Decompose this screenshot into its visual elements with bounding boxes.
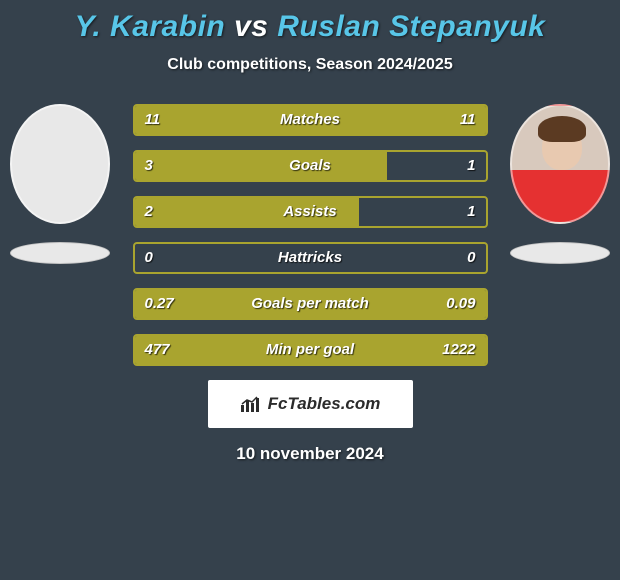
stat-row-assists: 21Assists <box>133 196 488 228</box>
stat-label: Matches <box>135 106 486 134</box>
avatar-left <box>10 104 110 224</box>
player-left-column <box>0 104 120 264</box>
stat-row-min-per-goal: 4771222Min per goal <box>133 334 488 366</box>
stat-label: Goals <box>135 152 486 180</box>
title-player2: Ruslan Stepanyuk <box>277 10 545 43</box>
flag-right <box>510 242 610 264</box>
subtitle: Club competitions, Season 2024/2025 <box>0 56 620 74</box>
brand-text: FcTables.com <box>268 394 381 414</box>
brand-badge: FcTables.com <box>208 380 413 428</box>
avatar-right <box>510 104 610 224</box>
title-vs: vs <box>234 10 268 43</box>
stat-row-matches: 1111Matches <box>133 104 488 136</box>
page-title: Y. Karabin vs Ruslan Stepanyuk <box>0 0 620 44</box>
chart-icon <box>240 395 262 413</box>
title-player1: Y. Karabin <box>75 10 226 43</box>
stat-label: Hattricks <box>135 244 486 272</box>
player-right-column <box>500 104 620 264</box>
stat-row-goals-per-match: 0.270.09Goals per match <box>133 288 488 320</box>
stat-row-hattricks: 00Hattricks <box>133 242 488 274</box>
stat-label: Assists <box>135 198 486 226</box>
stat-row-goals: 31Goals <box>133 150 488 182</box>
flag-left <box>10 242 110 264</box>
stat-bars: 1111Matches 31Goals 21Assists 00Hattricks 0.… <box>133 104 488 366</box>
date-text: 10 november 2024 <box>0 444 620 464</box>
comparison-panel: 1111Matches 31Goals 21Assists 00Hattricks 0.… <box>0 74 620 464</box>
stat-label: Min per goal <box>135 336 486 364</box>
stat-label: Goals per match <box>135 290 486 318</box>
